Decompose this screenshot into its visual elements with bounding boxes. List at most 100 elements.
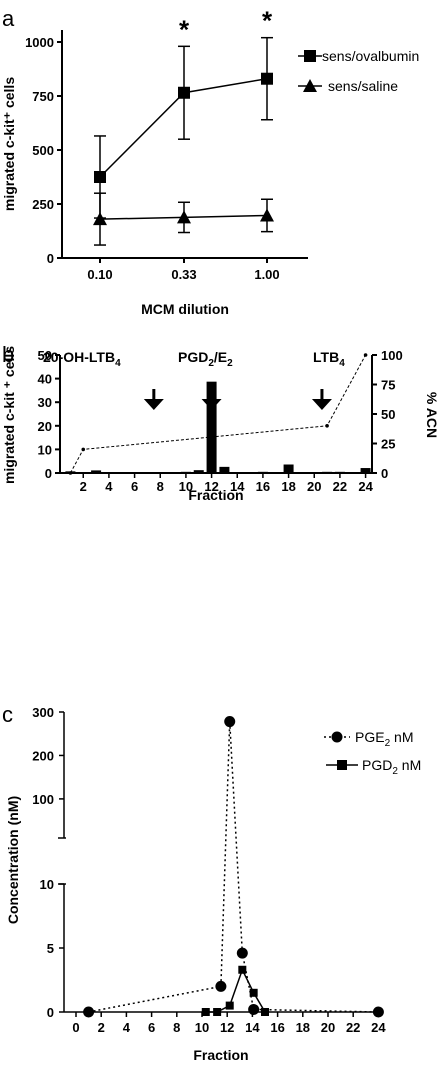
panel-a: a 0 250 500 750 1000 0.10 0.33 1.00 migrated c… [1,6,419,317]
x-tick-label: 0.33 [171,267,196,282]
x-tick-label: 6 [148,1020,155,1035]
y-tick-label: 0 [47,1005,54,1020]
y-tick-label: 250 [32,197,54,212]
data-point-triangle [93,212,107,226]
data-point-square [213,1008,222,1016]
panel-b-label: b [2,342,14,367]
panel-b-y-axis: 0 10 20 30 40 50 [38,348,61,481]
acn-gradient-point [68,471,73,475]
panel-c-legend: PGE2 nM PGD2 nM [324,729,421,777]
data-point-circle [236,947,248,959]
legend-label-pge2: PGE2 nM [355,729,413,749]
panel-b-y-axis-title: migrated c-kit ⁺ cells [1,346,17,484]
y-tick-label: 200 [32,748,54,763]
annotation-label: 20-OH-LTB4 [43,349,121,369]
y-tick-label: 500 [32,143,54,158]
acn-gradient-point [325,424,329,428]
legend-label-sens-saline: sens/saline [328,78,398,94]
y-tick-label: 40 [38,372,52,387]
x-tick-label: 6 [131,479,138,494]
data-point-circle [372,1006,384,1018]
annotation-2: PGD2/E2 [178,349,233,410]
triangle-marker-icon [303,79,317,92]
x-tick-label: 2 [80,479,87,494]
acn-gradient-point [363,353,368,357]
x-tick-label: 4 [123,1020,131,1035]
y-tick-label: 30 [38,395,52,410]
legend-item-pgd2: PGD2 nM [326,757,421,777]
x-tick-label: 16 [270,1020,284,1035]
y-tick-label: 10 [38,442,52,457]
y-tick-label: 100 [32,792,54,807]
bar-fraction-11 [193,470,204,473]
y2-tick-label: 100 [381,348,403,363]
panel-c-plot-area [83,716,384,1018]
x-tick-label: 14 [230,479,245,494]
x-tick-label: 22 [333,479,347,494]
y-tick-label: 50 [38,348,52,363]
legend-item-sens-saline: sens/saline [298,78,398,94]
panel-b-x-axis: 2 4 6 8 10 12 14 16 18 20 22 24 [60,472,374,494]
y-tick-label: 300 [32,705,54,720]
annotation-1: 20-OH-LTB4 [43,349,164,410]
bar-fraction-12 [206,381,217,473]
panel-c-y-axis-title: Concentration (nM) [5,796,21,924]
data-point-square [261,1008,269,1016]
square-marker-icon [304,50,316,62]
panel-a-x-axis-title: MCM dilution [141,301,229,317]
x-tick-label: 20 [321,1020,335,1035]
data-point-triangle [260,208,274,222]
acn-gradient-line [69,354,367,474]
bar-fraction-23 [347,472,358,473]
x-tick-label: 18 [281,479,295,494]
acn-gradient-point [81,447,86,452]
down-arrow-icon [201,399,222,410]
panel-b-y2-axis-title: % ACN [424,392,440,438]
x-tick-label: 0 [72,1020,79,1035]
data-point-triangle [177,210,191,224]
x-tick-label: 12 [220,1020,234,1035]
y-tick-label: 0 [47,251,54,266]
panel-b-y2-axis: 0 25 50 75 100 [371,348,403,481]
x-tick-label: 24 [358,479,373,494]
legend-label-sens-ovalbumin: sens/ovalbumin [322,48,419,64]
circle-marker-icon [331,731,343,743]
y-tick-label: 5 [47,941,54,956]
bar-fraction-24 [360,468,371,473]
x-tick-label: 10 [195,1020,209,1035]
y-tick-label: 1000 [25,35,54,50]
y2-tick-label: 25 [381,437,395,452]
bar-fraction-13 [219,466,230,473]
panel-a-label: a [2,6,15,31]
data-point-square [178,86,190,99]
data-point-square [238,965,247,974]
x-tick-label: 20 [307,479,321,494]
bar-fraction-21 [322,471,333,473]
series-line-circle [88,721,379,1013]
x-tick-label: 14 [245,1020,260,1035]
annotation-3: LTB4 [311,349,345,410]
panel-a-legend: sens/ovalbumin sens/saline [298,48,419,94]
y-tick-label: 750 [32,89,54,104]
data-point-square [261,72,273,85]
panel-b-plot-area: 20-OH-LTB4 PGD2/E2 LTB4 [43,349,371,475]
legend-item-pge2: PGE2 nM [324,729,413,749]
panel-b-x-axis-title: Fraction [188,487,243,503]
x-tick-label: 8 [173,1020,180,1035]
y2-tick-label: 75 [381,378,395,393]
data-point-square [225,1001,234,1010]
x-tick-label: 10 [179,479,193,494]
y2-tick-label: 0 [381,466,388,481]
bar-fraction-18 [283,464,294,473]
x-tick-label: 8 [157,479,164,494]
data-point-circle [248,1003,260,1015]
square-marker-icon [337,760,347,770]
legend-label-pgd2: PGD2 nM [362,757,421,777]
data-point-circle [83,1006,95,1018]
bar-fraction-22 [334,471,345,473]
x-tick-label: 18 [296,1020,310,1035]
x-tick-label: 16 [256,479,270,494]
